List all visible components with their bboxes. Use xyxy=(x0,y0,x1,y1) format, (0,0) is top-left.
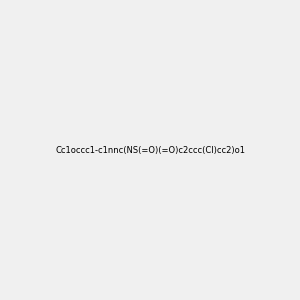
Text: Cc1occc1-c1nnc(NS(=O)(=O)c2ccc(Cl)cc2)o1: Cc1occc1-c1nnc(NS(=O)(=O)c2ccc(Cl)cc2)o1 xyxy=(55,146,245,154)
